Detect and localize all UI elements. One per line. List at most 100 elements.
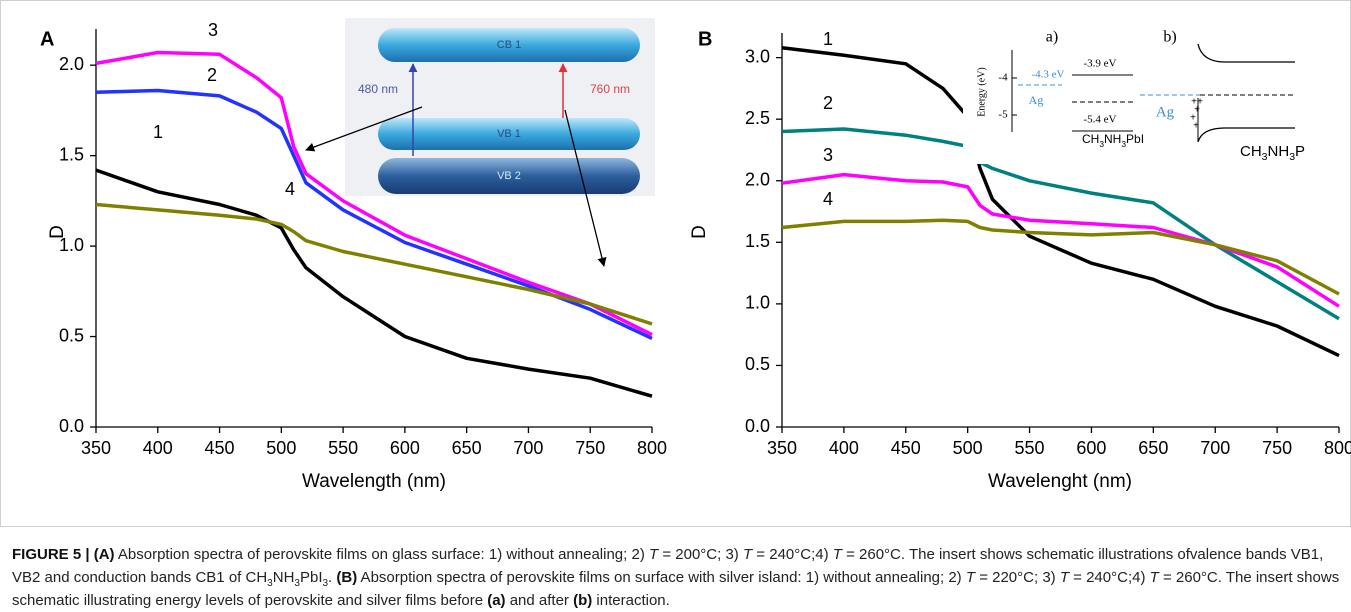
- x-tick-label: 750: [575, 438, 605, 458]
- curve-label: 2: [207, 65, 217, 85]
- curve-label: 2: [823, 93, 833, 113]
- inset-label: Energy (eV): [976, 67, 987, 117]
- y-tick-label: 0.5: [59, 325, 84, 345]
- inset-label-run: 3: [1121, 139, 1126, 149]
- inset-label: VB 2: [497, 170, 521, 182]
- y-tick-label: 1.5: [59, 144, 84, 164]
- y-tick-label: 2.5: [745, 108, 770, 128]
- inset-label: -3.9 eV: [1084, 58, 1117, 70]
- series-line: [95, 202, 653, 326]
- caption-text: interaction.: [592, 592, 670, 609]
- x-tick-label: 550: [328, 438, 358, 458]
- x-tick-label: 750: [1262, 438, 1292, 458]
- inset-label-run: NH: [1268, 143, 1290, 160]
- y-tick-label: 0.0: [745, 416, 770, 436]
- x-tick-label: 800: [1324, 438, 1351, 458]
- inset-label: -4: [998, 72, 1008, 84]
- inset-label-run: 3: [1289, 151, 1295, 163]
- inset-label-run: CH: [1082, 132, 1099, 146]
- caption-text: NH: [272, 569, 295, 586]
- caption-text: 3: [322, 578, 329, 589]
- caption-text: T: [1059, 569, 1069, 586]
- caption-text: = 240°C;4): [752, 546, 833, 563]
- figure: A 0.0 0.5 1.0 1.5 2.0 350 400 450 500 550 600 650 700…: [0, 0, 1351, 527]
- series-line: [95, 88, 653, 340]
- caption-text: (b): [573, 592, 593, 609]
- inset-label-run: NH: [1104, 132, 1121, 146]
- caption-text: T: [742, 546, 753, 563]
- energy-band: [378, 28, 640, 62]
- pointer-arrow: [564, 109, 607, 267]
- caption-text: T: [649, 546, 659, 563]
- caption-text: and after: [505, 592, 574, 609]
- x-tick-label: 700: [513, 438, 543, 458]
- charge-sign: +: [1194, 105, 1200, 116]
- y-axis-title: D: [689, 225, 710, 239]
- inset-label: b): [1163, 29, 1176, 46]
- curve-label: 1: [153, 122, 163, 142]
- inset-label-run: 3: [1262, 151, 1268, 163]
- inset-label: VB 1: [497, 128, 521, 140]
- caption-text: .: [328, 569, 337, 586]
- charge-sign: +: [1190, 113, 1196, 124]
- inset-label: CH3NH3PbI: [1082, 132, 1144, 149]
- inset-background: [963, 18, 1321, 164]
- y-axis-title: D: [47, 225, 68, 239]
- x-axis-title: Wavelenght (nm): [988, 471, 1132, 492]
- x-tick-label: 650: [452, 438, 482, 458]
- y-tick-label: 3.0: [745, 46, 770, 66]
- caption-text: Absorption spectra of perovskite films o…: [114, 546, 649, 563]
- series-line: [781, 172, 1340, 308]
- x-tick-label: 400: [829, 438, 859, 458]
- inset-label: a): [1046, 29, 1058, 46]
- y-tick-label: 2.0: [59, 54, 84, 74]
- inset-label-run: PbI: [1126, 132, 1144, 146]
- curve-label: 3: [208, 20, 218, 40]
- inset-label-run: CH: [1240, 143, 1262, 160]
- x-tick-label: 400: [143, 438, 173, 458]
- y-tick-label: 1.0: [745, 293, 770, 313]
- series-line: [95, 50, 653, 337]
- x-tick-label: 350: [767, 438, 797, 458]
- series-line: [95, 168, 653, 398]
- x-tick-label: 450: [891, 438, 921, 458]
- charge-sign: +: [1197, 97, 1203, 108]
- charge-sign: +: [1193, 121, 1199, 132]
- inset-label: 760 nm: [590, 82, 630, 96]
- x-tick-label: 650: [1138, 438, 1168, 458]
- curve-label: 3: [823, 145, 833, 165]
- caption-text: 3: [294, 578, 300, 589]
- caption-text: (B): [336, 569, 358, 586]
- band-bending: [1197, 127, 1295, 143]
- caption-text: = 240°C;4): [1069, 569, 1150, 586]
- curve-label: 1: [823, 29, 833, 49]
- inset-label-run: P: [1295, 143, 1305, 160]
- curve-label: 4: [823, 189, 833, 209]
- x-tick-label: 500: [266, 438, 296, 458]
- y-tick-label: 1.0: [59, 235, 84, 255]
- inset-label: CH3NH3P: [1240, 143, 1305, 163]
- x-tick-label: 700: [1200, 438, 1230, 458]
- y-tick-label: 2.0: [745, 170, 770, 190]
- inset-label: -5.4 eV: [1084, 114, 1117, 126]
- caption-text: (a): [487, 592, 506, 609]
- series-line: [781, 46, 1340, 358]
- x-tick-label: 350: [81, 438, 111, 458]
- x-tick-label: 550: [1015, 438, 1045, 458]
- x-tick-label: 600: [1076, 438, 1106, 458]
- pointer-arrow: [305, 106, 423, 152]
- x-tick-label: 500: [953, 438, 983, 458]
- caption-text: (A): [93, 546, 115, 563]
- band-bending: [1197, 43, 1295, 63]
- panel-label: A: [40, 28, 54, 50]
- caption-text: FIGURE 5 |: [12, 546, 94, 563]
- y-tick-label: 0.5: [745, 354, 770, 374]
- charge-sign: +: [1191, 97, 1197, 108]
- caption-text: = 200°C; 3): [658, 546, 743, 563]
- caption-text: Absorption spectra of perovskite films o…: [357, 569, 966, 586]
- caption-text: T: [832, 546, 842, 563]
- inset-label: Ag: [1029, 93, 1044, 107]
- caption-text: = 260°C. The insert shows schematic illu…: [12, 546, 1324, 586]
- y-tick-label: 0.0: [59, 416, 84, 436]
- x-tick-label: 600: [390, 438, 420, 458]
